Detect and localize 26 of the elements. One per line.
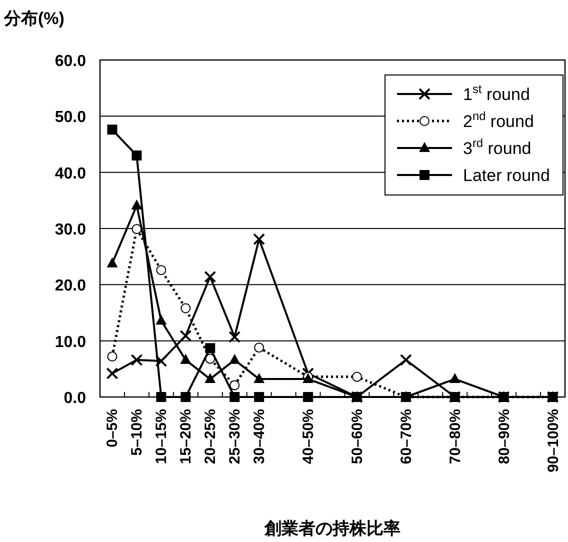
y-tick-label: 20.0 <box>54 278 86 295</box>
y-tick-label: 60.0 <box>54 53 86 70</box>
x-tick-label: 15–20% <box>178 409 195 464</box>
x-axis-title: 創業者の持株比率 <box>264 519 400 538</box>
x-tick-label: 60–70% <box>398 409 415 464</box>
x-tick-label: 80–90% <box>496 409 513 464</box>
x-tick-label: 50–60% <box>348 409 366 464</box>
x-tick-label: 30–40% <box>251 409 268 464</box>
x-tick-label: 25–30% <box>226 409 244 464</box>
y-tick-label: 50.0 <box>54 109 86 126</box>
y-tick-label: 0.0 <box>64 390 86 407</box>
legend-label: 1$^{st}$ round <box>463 82 530 104</box>
x-tick-label: 10–15% <box>153 409 170 464</box>
y-tick-label: 10.0 <box>54 334 86 351</box>
y-axis-title: 分布(%) <box>3 9 64 28</box>
x-tick-label: 70–80% <box>446 409 464 464</box>
x-tick-label: 20–25% <box>202 409 220 464</box>
x-tick-label: 40–50% <box>300 409 318 464</box>
legend-label: 2$^{nd}$ round <box>463 109 534 131</box>
legend-label: 3$^{rd}$ round <box>463 136 532 158</box>
x-tick-label: 5–10% <box>128 409 146 456</box>
y-tick-label: 30.0 <box>54 222 86 238</box>
legend-label: Later round <box>463 166 550 185</box>
x-tick-label: 0–5% <box>104 409 122 448</box>
y-tick-label: 40.0 <box>54 165 86 182</box>
x-tick-label: 90–100% <box>544 409 562 472</box>
